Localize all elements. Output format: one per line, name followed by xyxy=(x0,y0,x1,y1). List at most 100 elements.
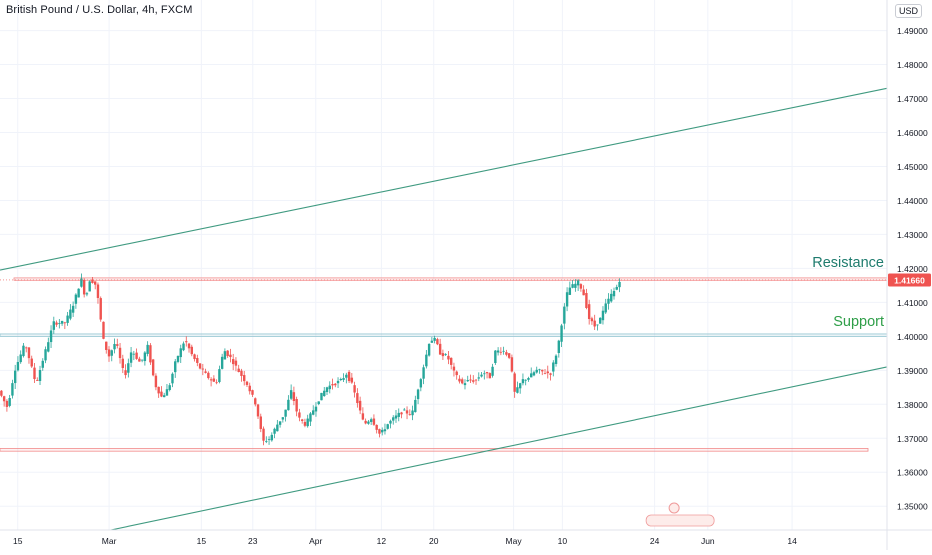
candle-body xyxy=(590,318,594,322)
candle-body xyxy=(543,373,547,375)
candle-body xyxy=(463,383,467,386)
y-tick-label: 1.43000 xyxy=(897,230,928,240)
y-tick-label: 1.40000 xyxy=(897,332,928,342)
candle-body xyxy=(240,370,243,376)
candle-body xyxy=(105,341,108,350)
candle-body xyxy=(524,379,527,381)
candle-body xyxy=(408,414,411,416)
candle-body xyxy=(226,350,229,357)
candle-body xyxy=(565,292,569,307)
candle-body xyxy=(491,366,494,376)
y-tick-label: 1.35000 xyxy=(897,502,928,512)
candle-body xyxy=(273,428,276,434)
y-tick-label: 1.49000 xyxy=(897,26,928,36)
candle-body xyxy=(121,358,125,368)
candle-body xyxy=(5,400,9,407)
candle-body xyxy=(102,321,105,339)
candle-body xyxy=(146,344,149,354)
candle-body xyxy=(110,350,113,356)
candle-body xyxy=(116,344,119,346)
currency-badge[interactable]: USD xyxy=(894,4,922,18)
candle-body xyxy=(449,357,453,365)
candle-body xyxy=(538,369,541,371)
candle-body xyxy=(220,356,224,369)
candle-body xyxy=(378,429,381,434)
candle-body xyxy=(60,320,64,324)
candle-body xyxy=(563,306,566,324)
candle-body xyxy=(557,340,561,354)
candle-body xyxy=(245,381,249,385)
candle-body xyxy=(52,321,56,330)
candle-body xyxy=(209,379,213,381)
candle-body xyxy=(480,374,483,377)
candle-body xyxy=(256,404,260,417)
candle-body xyxy=(179,348,182,358)
candle-body xyxy=(234,360,238,366)
candle-body xyxy=(2,396,6,402)
candle-body xyxy=(488,373,492,379)
y-tick-label: 1.45000 xyxy=(897,162,928,172)
candle-body xyxy=(262,428,265,441)
candle-body xyxy=(118,347,122,359)
candle-body xyxy=(353,385,356,393)
candle-body xyxy=(383,429,387,432)
candle-body xyxy=(438,343,442,355)
candle-body xyxy=(8,397,11,406)
candle-body xyxy=(364,420,367,424)
candle-body xyxy=(334,383,337,386)
x-tick-label: 12 xyxy=(377,536,387,546)
x-tick-label: 24 xyxy=(650,536,660,546)
candle-body xyxy=(430,340,434,343)
candle-body xyxy=(38,369,42,381)
y-tick-label: 1.39000 xyxy=(897,366,928,376)
candle-body xyxy=(342,378,345,380)
candle-body xyxy=(66,315,69,323)
candle-body xyxy=(113,343,116,350)
symbol-title: British Pound / U.S. Dollar, 4h, FXCM xyxy=(6,4,193,16)
candle-body xyxy=(505,352,508,355)
candle-body xyxy=(96,284,100,299)
candle-body xyxy=(560,325,563,342)
candle-body xyxy=(499,351,503,353)
y-tick-label: 1.37000 xyxy=(897,434,928,444)
candle-body xyxy=(483,373,486,375)
candle-body xyxy=(312,410,315,415)
candle-body xyxy=(422,367,425,379)
candle-body xyxy=(165,389,169,396)
x-tick-label: 15 xyxy=(197,536,207,546)
candle-body xyxy=(149,345,152,363)
candle-body xyxy=(190,346,193,355)
candle-body xyxy=(612,290,616,297)
candle-body xyxy=(135,352,138,359)
candle-body xyxy=(127,363,130,373)
candle-body xyxy=(369,419,373,422)
candle-body xyxy=(521,379,525,384)
candle-body xyxy=(604,303,607,313)
candle-body xyxy=(143,352,147,362)
candle-body xyxy=(458,378,461,382)
candle-body xyxy=(33,367,36,380)
candle-body xyxy=(270,434,274,441)
candle-body xyxy=(25,347,28,349)
candle-body xyxy=(485,372,489,374)
candle-body xyxy=(452,366,456,371)
candle-body xyxy=(436,339,439,345)
candle-body xyxy=(510,357,514,372)
lower-zone xyxy=(0,448,869,452)
candle-body xyxy=(207,372,210,379)
candle-body xyxy=(171,373,174,384)
resistance-label: Resistance xyxy=(812,255,884,271)
candle-body xyxy=(69,309,72,319)
x-tick-label: Apr xyxy=(309,536,322,546)
candle-body xyxy=(193,354,196,360)
x-tick-label: Jun xyxy=(701,536,715,546)
candle-body xyxy=(212,378,216,382)
candle-body xyxy=(546,371,549,374)
candle-body xyxy=(571,284,574,288)
last-price-value: 1.41660 xyxy=(894,275,925,285)
candle-body xyxy=(185,341,188,343)
candle-body xyxy=(254,398,257,405)
candle-body xyxy=(284,409,287,417)
